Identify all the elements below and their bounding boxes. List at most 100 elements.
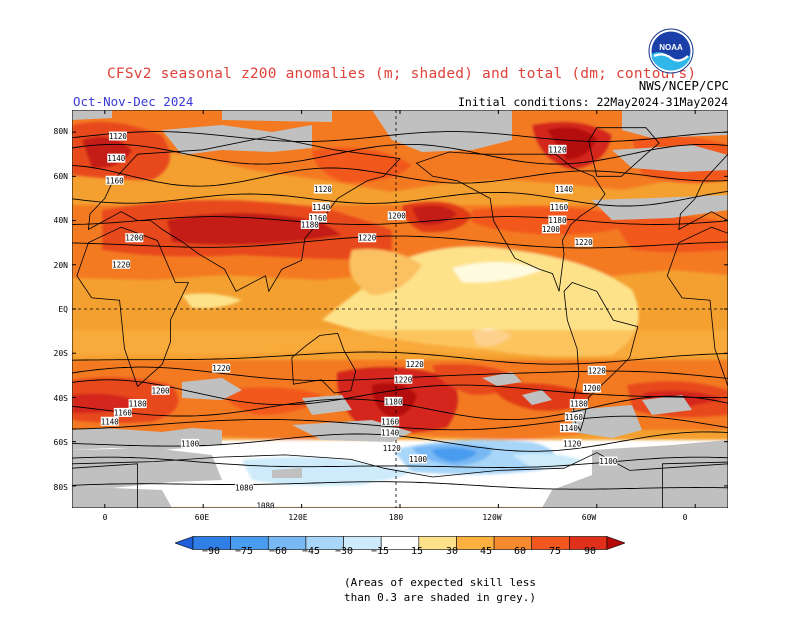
svg-text:1220: 1220 xyxy=(588,366,607,375)
contour-label: 1220 xyxy=(358,233,377,243)
coastline xyxy=(87,136,401,293)
lat-label-60s: 60S xyxy=(53,438,68,447)
lon-label-60e: 60E xyxy=(194,513,210,522)
contour-line xyxy=(72,235,728,249)
contour-label: 1160 xyxy=(565,412,584,422)
colorbar-label: 75 xyxy=(548,546,562,557)
contour-label: 1180 xyxy=(129,399,148,409)
contour-label: 1200 xyxy=(152,385,171,395)
contour-label: 1160 xyxy=(114,407,132,417)
contour-label: 1140 xyxy=(555,184,574,194)
lat-label-20n: 20N xyxy=(53,261,68,270)
svg-text:1180: 1180 xyxy=(570,400,589,409)
anomaly-map: 1120114011601120114011601180120012001220… xyxy=(72,110,728,508)
contour-label: 1180 xyxy=(548,215,567,225)
contour-label: 1120 xyxy=(563,438,582,448)
contour-label: 1120 xyxy=(548,144,567,154)
contour-labels: 1120114011601120114011601180120012001220… xyxy=(101,131,618,508)
svg-text:1080: 1080 xyxy=(235,484,254,493)
svg-text:1220: 1220 xyxy=(406,360,425,369)
contour-label: 1220 xyxy=(112,259,131,269)
coastline xyxy=(72,463,138,508)
svg-text:1160: 1160 xyxy=(309,214,328,223)
contour-label: 1080 xyxy=(256,500,275,508)
svg-text:1200: 1200 xyxy=(388,212,407,221)
coastline xyxy=(415,151,606,292)
agency-label: NWS/NCEP/CPC xyxy=(638,78,729,93)
svg-text:1100: 1100 xyxy=(181,439,200,448)
colorbar-label: −75 xyxy=(234,546,254,557)
contour-line xyxy=(72,481,728,490)
skill-note: (Areas of expected skill less than 0.3 a… xyxy=(300,575,580,605)
svg-text:1220: 1220 xyxy=(394,375,413,384)
contour-line xyxy=(72,351,728,365)
svg-text:1080: 1080 xyxy=(256,501,275,508)
contour-line xyxy=(72,216,728,225)
svg-text:1200: 1200 xyxy=(125,234,144,243)
colorbar-label: 30 xyxy=(445,546,459,557)
colorbar-label: 45 xyxy=(479,546,493,557)
lon-label-180: 180 xyxy=(388,513,404,522)
lon-label-0-east: 0 xyxy=(682,513,688,522)
contour-label: 1160 xyxy=(550,202,569,212)
contour-line xyxy=(72,143,728,165)
lon-label-120e: 120E xyxy=(288,513,308,522)
svg-text:1180: 1180 xyxy=(129,400,148,409)
colorbar-label: −90 xyxy=(201,546,221,557)
svg-text:1200: 1200 xyxy=(152,386,171,395)
contour-label: 1120 xyxy=(314,184,332,194)
svg-text:1220: 1220 xyxy=(212,364,231,373)
svg-text:1180: 1180 xyxy=(301,220,320,229)
contour-label: 1180 xyxy=(384,396,403,406)
skill-note-line-1: (Areas of expected skill less xyxy=(343,576,537,589)
low-skill-mask xyxy=(72,110,728,508)
contour-label: 1120 xyxy=(109,131,128,141)
coastlines xyxy=(72,127,728,508)
svg-text:1180: 1180 xyxy=(548,216,567,225)
contour-line xyxy=(72,164,728,187)
svg-text:1120: 1120 xyxy=(563,439,582,448)
svg-text:1200: 1200 xyxy=(542,225,561,234)
lat-label-80s: 80S xyxy=(53,483,68,492)
svg-text:1140: 1140 xyxy=(107,154,126,163)
noaa-logo-icon: NOAA xyxy=(648,28,694,74)
contour-label: 1100 xyxy=(181,438,200,448)
contour-line xyxy=(72,190,728,207)
svg-text:1120: 1120 xyxy=(109,132,128,141)
lat-label-eq: EQ xyxy=(58,305,68,314)
svg-text:1200: 1200 xyxy=(583,384,602,393)
height-contours xyxy=(72,131,728,490)
svg-text:1160: 1160 xyxy=(565,413,584,422)
colorbar-label: −15 xyxy=(370,546,390,557)
contour-line xyxy=(72,379,728,406)
svg-text:1120: 1120 xyxy=(383,444,402,453)
contour-label: 1180 xyxy=(301,219,320,229)
coastline xyxy=(666,226,728,388)
svg-text:1160: 1160 xyxy=(381,417,400,426)
contour-line xyxy=(72,131,728,142)
contour-label: 1160 xyxy=(106,175,125,185)
contour-label: 1080 xyxy=(235,483,254,493)
lon-label-60w: 60W xyxy=(581,513,597,522)
lat-label-80n: 80N xyxy=(53,127,68,136)
contour-label: 1200 xyxy=(542,224,561,234)
contour-label: 1220 xyxy=(588,365,607,375)
colorbar-label: −60 xyxy=(268,546,288,557)
svg-text:NOAA: NOAA xyxy=(659,43,683,52)
contour-line xyxy=(72,415,728,431)
svg-text:1140: 1140 xyxy=(560,424,579,433)
lat-label-20s: 20S xyxy=(53,349,68,358)
contour-label: 1140 xyxy=(381,427,400,437)
contour-label: 1200 xyxy=(388,211,407,221)
initial-conditions: Initial conditions: 22May2024-31May2024 xyxy=(457,95,728,109)
season-label: Oct-Nov-Dec 2024 xyxy=(73,94,194,109)
contour-label: 1140 xyxy=(560,423,579,433)
contour-label: 1200 xyxy=(125,233,144,243)
svg-text:1180: 1180 xyxy=(384,397,403,406)
coastline xyxy=(291,332,357,394)
coastline xyxy=(76,226,190,388)
colorbar-label: −45 xyxy=(301,546,321,557)
colorbar-label: −30 xyxy=(334,546,354,557)
svg-text:1160: 1160 xyxy=(106,176,125,185)
svg-text:1140: 1140 xyxy=(101,417,120,426)
